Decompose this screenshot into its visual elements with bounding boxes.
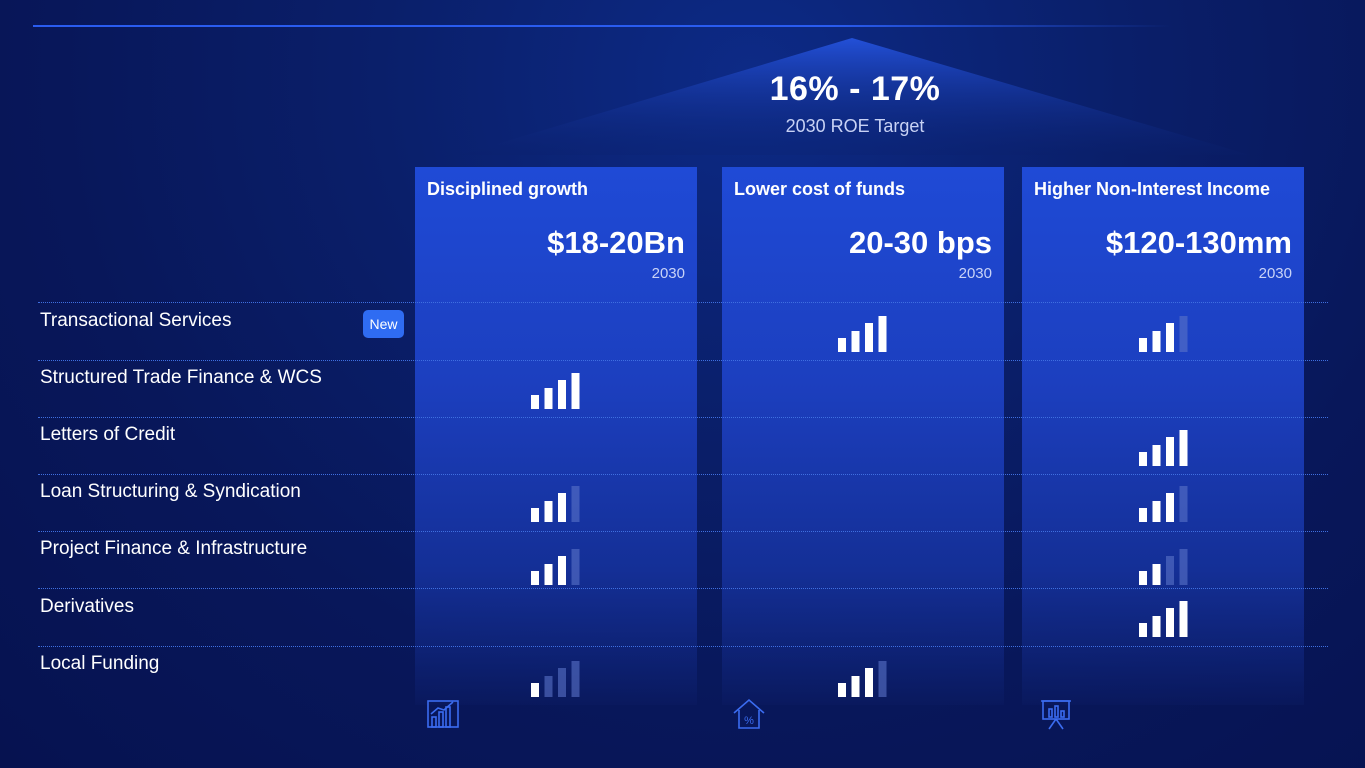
svg-text:%: % [744,715,754,727]
pillar-title: Higher Non-Interest Income [1034,179,1271,199]
signal-bar-1 [1139,508,1147,522]
signal-bar-3 [865,668,873,697]
row-label-transactional-services: Transactional Services [40,310,232,331]
signal-bars-lower-cost-of-funds [838,312,890,352]
top-rule [33,25,1173,27]
signal-bar-2 [544,388,553,409]
row-label-letters-of-credit: Letters of Credit [40,424,176,445]
signal-bars-non-interest-income [1139,482,1191,522]
signal-bar-1 [531,395,539,409]
signal-bar-3 [1166,556,1174,585]
signal-bar-3 [558,380,566,409]
row-divider [38,474,1328,475]
signal-bars-non-interest-income [1139,545,1191,585]
pillar-value: $120-130mm [1105,225,1292,260]
row-divider [38,302,1328,303]
signal-bar-1 [531,683,539,697]
row-divider [38,588,1328,589]
signal-bars-disciplined-growth [531,369,583,409]
signal-bar-2 [851,331,860,352]
row-label-loan-structuring: Loan Structuring & Syndication [40,481,301,502]
signal-bar-2 [544,564,553,585]
signal-bar-2 [544,676,553,697]
signal-bar-4 [1179,486,1188,522]
signal-bar-2 [851,676,860,697]
pillar-year: 2030 [651,265,685,282]
signal-bar-4 [571,661,580,697]
signal-bar-1 [838,683,846,697]
pillar-year: 2030 [958,265,992,282]
signal-bars-disciplined-growth [531,545,583,585]
signal-bar-4 [1179,601,1188,637]
signal-bar-3 [1166,493,1174,522]
signal-bars-disciplined-growth [531,482,583,522]
signal-bar-4 [1179,316,1188,352]
row-label-structured-trade-finance: Structured Trade Finance & WCS [40,367,322,388]
signal-bar-1 [1139,338,1147,352]
row-label-local-funding: Local Funding [40,653,160,674]
row-label-project-finance: Project Finance & Infrastructure [40,538,308,559]
signal-bars-disciplined-growth [531,657,583,697]
pillar-title: Disciplined growth [427,179,589,199]
roof-shape [0,0,1365,170]
row-divider [38,646,1328,647]
signal-bars-non-interest-income [1139,597,1191,637]
row-divider [38,360,1328,361]
signal-bar-3 [558,493,566,522]
signal-bar-2 [1152,501,1161,522]
pillar-value: 20-30 bps [848,225,992,260]
signal-bar-4 [1179,549,1188,585]
signal-bar-2 [1152,564,1161,585]
presentation-chart-icon [1039,697,1073,731]
new-badge: New [363,310,404,338]
signal-bar-4 [1179,430,1188,466]
signal-bar-4 [571,549,580,585]
signal-bar-3 [1166,608,1174,637]
signal-bar-4 [571,486,580,522]
signal-bars-non-interest-income [1139,426,1191,466]
signal-bar-2 [1152,445,1161,466]
pillar-lower-cost-of-funds: Lower cost of funds 20-30 bps 2030 [722,167,1004,705]
roe-target-label: 2030 ROE Target [785,116,925,136]
signal-bar-1 [1139,623,1147,637]
signal-bar-2 [544,501,553,522]
pillar-disciplined-growth: Disciplined growth $18-20Bn 2030 [415,167,697,705]
signal-bar-1 [1139,571,1147,585]
roe-target-value: 16% - 17% [769,70,941,108]
pillar-higher-non-interest-income: Higher Non-Interest Income $120-130mm 20… [1022,167,1304,705]
signal-bar-3 [1166,323,1174,352]
signal-bars-non-interest-income [1139,312,1191,352]
bar-chart-growth-icon [426,697,460,731]
signal-bar-4 [571,373,580,409]
pillar-title: Lower cost of funds [734,179,905,199]
signal-bar-1 [531,571,539,585]
pillar-value: $18-20Bn [547,225,685,260]
signal-bars-lower-cost-of-funds [838,657,890,697]
signal-bar-3 [865,323,873,352]
signal-bar-2 [1152,616,1161,637]
signal-bar-4 [878,661,887,697]
signal-bar-3 [1166,437,1174,466]
pillar-year: 2030 [1258,265,1292,282]
row-divider [38,531,1328,532]
signal-bar-3 [558,556,566,585]
row-label-derivatives: Derivatives [40,596,134,617]
signal-bar-2 [1152,331,1161,352]
signal-bar-1 [838,338,846,352]
signal-bar-1 [1139,452,1147,466]
house-percent-icon: % [732,697,766,731]
row-divider [38,417,1328,418]
signal-bar-1 [531,508,539,522]
signal-bar-3 [558,668,566,697]
signal-bar-4 [878,316,887,352]
